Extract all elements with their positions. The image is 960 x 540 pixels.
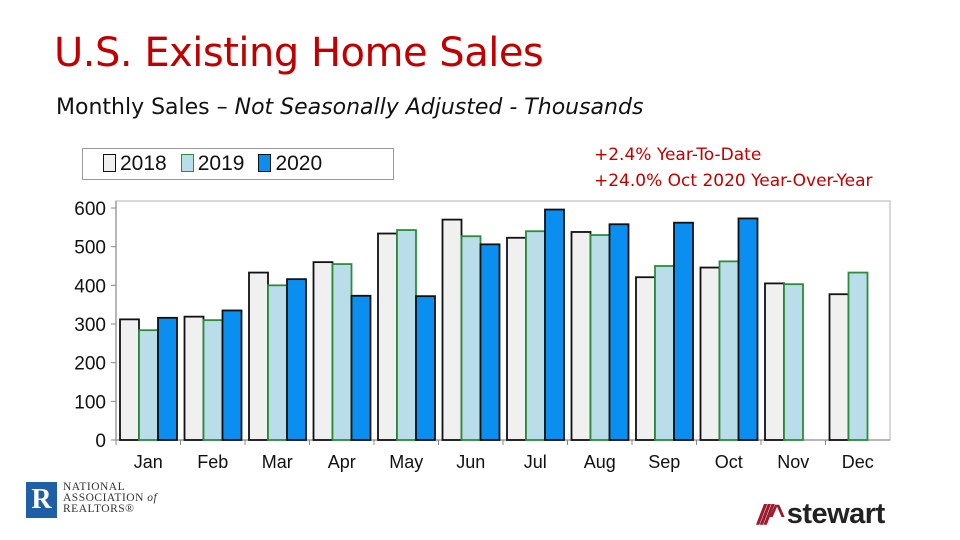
bar-2019-Jan [138, 329, 159, 441]
subtitle-main: Monthly Sales – [56, 95, 235, 120]
bar-2020-Apr [350, 294, 372, 441]
x-tick-label: Sep [648, 452, 680, 472]
subtitle-italic: Not Seasonally Adjusted - Thousands [234, 95, 644, 120]
realtor-r-icon: R [26, 482, 57, 518]
bar-2019-Jun [460, 235, 482, 441]
y-tick-label: 300 [74, 315, 106, 336]
bar-2018-Jul [506, 236, 527, 441]
bar-2018-Oct [699, 266, 721, 441]
bar-2018-May [377, 232, 398, 441]
slide-title: U.S. Existing Home Sales [54, 30, 544, 76]
note-ytd: +2.4% Year-To-Date [594, 145, 762, 165]
y-tick-label: 200 [74, 354, 106, 375]
bar-2019-Mar [267, 284, 288, 441]
bar-2019-Feb [202, 319, 224, 441]
stewart-wordmark: stewart [786, 498, 886, 530]
bar-2018-Apr [312, 261, 334, 441]
bar-2020-Feb [221, 309, 243, 441]
bar-2018-Jan [119, 318, 140, 441]
bar-2019-Nov [783, 283, 804, 441]
bar-2019-May [396, 229, 417, 441]
x-tick-label: Jul [524, 452, 547, 472]
y-tick-label: 500 [74, 238, 106, 259]
nar-logo: R NATIONAL ASSOCIATION of REALTORS® [26, 481, 158, 518]
x-tick-label: Jan [134, 452, 163, 472]
x-tick-label: Oct [715, 452, 743, 472]
bar-2020-May [415, 295, 436, 441]
stewart-logo: ///^ stewart [757, 498, 885, 531]
x-tick-label: Nov [777, 452, 809, 472]
x-tick-label: Jun [456, 452, 485, 472]
x-tick-label: May [389, 452, 423, 472]
bar-2018-Nov [764, 282, 785, 441]
bar-2019-Dec [847, 271, 869, 441]
bar-2020-Jun [479, 243, 501, 441]
annotations: +2.4% Year-To-Date +24.0% Oct 2020 Year-… [594, 142, 873, 194]
bar-2020-Jul [544, 208, 565, 441]
x-tick-label: Mar [262, 452, 293, 472]
bar-2020-Oct [737, 217, 759, 441]
nar-text: NATIONAL ASSOCIATION of REALTORS® [63, 481, 158, 515]
bar-2019-Oct [718, 260, 740, 441]
stewart-mark-icon: ///^ [757, 498, 785, 530]
legend-label: 2019 [197, 152, 245, 175]
bar-2018-Aug [570, 231, 592, 441]
bar-2018-Feb [183, 315, 205, 441]
bar-2018-Mar [248, 271, 269, 441]
bar-2018-Jun [441, 218, 463, 441]
legend-2019: 2019 [180, 152, 245, 176]
legend-label: 2018 [120, 152, 167, 175]
legend-label: 2020 [275, 152, 323, 175]
legend-2020: 2020 [258, 152, 322, 176]
bar-2020-Mar [286, 278, 307, 441]
bar-2020-Aug [608, 223, 630, 441]
bar-2020-Jan [157, 316, 178, 441]
y-tick-label: 0 [95, 431, 106, 452]
bar-2019-Jul [525, 230, 546, 441]
chart-legend: 2018 2019 2020 [82, 148, 394, 180]
bar-2019-Apr [331, 263, 353, 441]
note-yoy: +24.0% Oct 2020 Year-Over-Year [594, 171, 873, 191]
y-tick-label: 400 [74, 276, 106, 297]
x-tick-label: Apr [328, 452, 356, 472]
x-tick-label: Dec [842, 452, 874, 472]
y-tick-label: 600 [74, 199, 106, 220]
bar-2018-Sep [635, 276, 656, 441]
bar-2018-Dec [828, 293, 850, 441]
slide-subtitle: Monthly Sales – Not Seasonally Adjusted … [56, 95, 643, 120]
bar-2019-Aug [589, 234, 611, 441]
y-tick-label: 100 [74, 392, 106, 413]
bar-2019-Sep [654, 265, 675, 441]
bar-2020-Sep [673, 221, 694, 441]
x-tick-label: Feb [197, 452, 228, 472]
x-tick-label: Aug [584, 452, 616, 472]
legend-2018: 2018 [103, 152, 167, 176]
